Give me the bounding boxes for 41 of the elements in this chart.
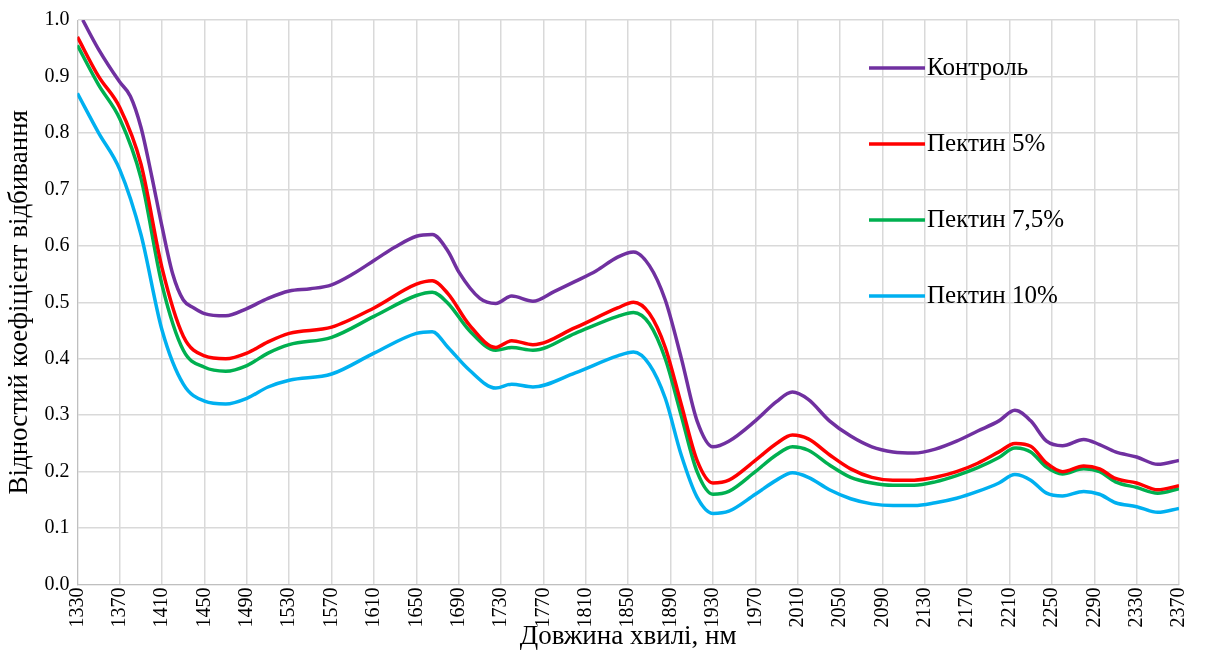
y-tick-label: 0.8 [44, 120, 70, 143]
y-tick-label: 1.0 [44, 7, 70, 30]
legend-label: Контроль [927, 52, 1029, 80]
x-tick-label: 1490 [234, 587, 257, 628]
y-tick-label: 0.4 [44, 346, 70, 369]
y-tick-label: 0.3 [44, 402, 70, 425]
x-tick-label: 2050 [827, 587, 850, 628]
x-tick-label: 2010 [784, 587, 807, 628]
x-tick-label: 1850 [615, 587, 638, 628]
x-tick-label: 2290 [1081, 587, 1104, 628]
x-tick-label: 1810 [573, 587, 596, 628]
x-tick-label: 1570 [318, 587, 341, 628]
y-tick-label: 0.1 [44, 515, 70, 538]
x-tick-label: 2250 [1039, 587, 1062, 628]
y-tick-label: 0.0 [44, 571, 70, 594]
legend-label: Пектин 5% [927, 128, 1046, 156]
y-tick-label: 0.5 [44, 289, 70, 312]
y-tick-label: 0.6 [44, 233, 70, 256]
x-tick-label: 1890 [657, 587, 680, 628]
x-tick-label: 1370 [107, 587, 130, 628]
legend-label: Пектин 7,5% [927, 204, 1064, 232]
x-tick-label: 2370 [1166, 587, 1189, 628]
x-tick-label: 1530 [276, 587, 299, 628]
x-tick-label: 1730 [488, 587, 511, 628]
legend-label: Пектин 10% [927, 280, 1058, 308]
x-tick-label: 1690 [445, 587, 468, 628]
y-tick-label: 0.2 [44, 458, 70, 481]
x-tick-label: 2170 [954, 587, 977, 628]
y-tick-label: 0.7 [44, 176, 70, 199]
x-tick-label: 1650 [403, 587, 426, 628]
x-tick-label: 2210 [996, 587, 1019, 628]
y-tick-label: 0.9 [44, 63, 70, 86]
y-axis-title: Відностий коефіцієнт відбивання [3, 110, 34, 495]
x-tick-label: 2130 [912, 587, 935, 628]
x-tick-label: 1970 [742, 587, 765, 628]
x-tick-label: 1610 [361, 587, 384, 628]
x-tick-label: 1930 [700, 587, 723, 628]
x-tick-label: 2090 [869, 587, 892, 628]
x-tick-label: 1410 [149, 587, 172, 628]
x-tick-label: 2330 [1123, 587, 1146, 628]
x-tick-label: 1450 [191, 587, 214, 628]
